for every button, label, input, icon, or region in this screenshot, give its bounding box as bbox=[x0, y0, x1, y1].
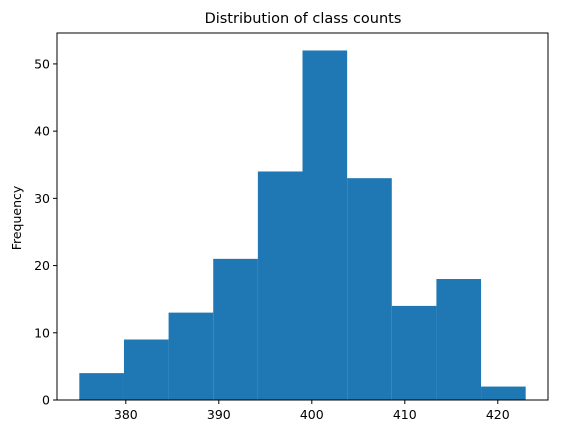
chart-title: Distribution of class counts bbox=[205, 11, 402, 27]
x-tick-label: 380 bbox=[114, 407, 138, 422]
y-axis-label: Frequency bbox=[9, 185, 24, 250]
histogram-bar bbox=[123, 339, 169, 400]
x-tick-label: 400 bbox=[300, 407, 324, 422]
y-axis: 0 10 20 30 40 50 bbox=[34, 56, 57, 408]
y-tick-label: 30 bbox=[34, 191, 50, 206]
y-tick-label: 50 bbox=[34, 56, 50, 71]
x-tick-label: 420 bbox=[486, 407, 510, 422]
x-tick-label: 410 bbox=[393, 407, 417, 422]
histogram-bar bbox=[168, 312, 214, 400]
x-tick-label: 390 bbox=[207, 407, 231, 422]
y-tick-label: 40 bbox=[34, 124, 50, 139]
histogram-bar bbox=[302, 50, 348, 400]
histogram-bar bbox=[257, 171, 303, 400]
plot-frame bbox=[56, 32, 549, 401]
histogram-bar bbox=[391, 305, 437, 400]
bars-group bbox=[79, 50, 526, 400]
histogram-bar bbox=[213, 258, 258, 400]
histogram-bar bbox=[79, 373, 124, 400]
histogram-bar bbox=[436, 279, 482, 400]
histogram-bar bbox=[481, 386, 526, 400]
y-tick-label: 0 bbox=[42, 393, 50, 408]
histogram-bar bbox=[347, 178, 392, 400]
x-axis: 380 390 400 410 420 bbox=[114, 400, 510, 422]
y-tick-label: 20 bbox=[34, 258, 50, 273]
y-tick-label: 10 bbox=[34, 325, 50, 340]
